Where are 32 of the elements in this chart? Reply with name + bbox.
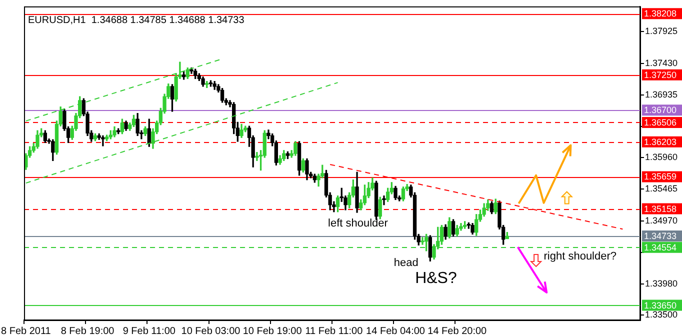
annotation: right shoulder?: [544, 250, 617, 263]
x-tick-label: 11 Feb 11:00: [305, 326, 364, 336]
y-tick-label: 1.37925: [645, 26, 678, 36]
text: EURUSD,H1 1.34688 1.34785 1.34688 1.34733: [28, 15, 245, 26]
y-tick-label: 1.33980: [645, 278, 678, 289]
x-tick-label: 9 Feb 11:00: [122, 326, 176, 336]
x-tick-label: 14 Feb 20:00: [428, 326, 488, 336]
ref-line-label: 1.35158: [644, 204, 677, 214]
x-tick-label: 8 Feb 2011: [1, 326, 52, 336]
candlestick: [382, 196, 386, 206]
ref-line-label: 1.33650: [644, 300, 677, 310]
y-tick-label: 1.33500: [645, 309, 678, 320]
x-tick-label: 8 Feb 19:00: [60, 326, 115, 336]
ref-line-label: 1.36700: [644, 105, 677, 116]
ref-line-label: 1.34554: [644, 242, 677, 252]
annotation: H&S?: [415, 270, 457, 287]
ref-line-label: 1.36203: [644, 136, 677, 147]
y-tick-label: 1.35960: [645, 152, 678, 162]
ref-line-label: 1.35659: [644, 172, 677, 182]
ref-line-label: 1.36506: [644, 117, 677, 128]
annotation: head: [394, 257, 418, 270]
y-tick-label: 1.36935: [645, 90, 678, 100]
ref-line-label: 1.34733: [644, 230, 677, 241]
y-tick-label: 1.37430: [645, 58, 678, 68]
x-tick-label: 14 Feb 04:00: [366, 326, 426, 336]
ref-line-label: 1.37250: [644, 70, 677, 80]
annotation: left shoulder: [328, 217, 388, 230]
x-tick-label: 10 Feb 03:00: [181, 326, 241, 336]
ref-line-label: 1.38208: [644, 8, 677, 19]
x-tick-label: 10 Feb 19:00: [242, 326, 302, 336]
y-tick-label: 1.35465: [645, 184, 678, 194]
y-tick-label: 1.34970: [645, 215, 678, 226]
